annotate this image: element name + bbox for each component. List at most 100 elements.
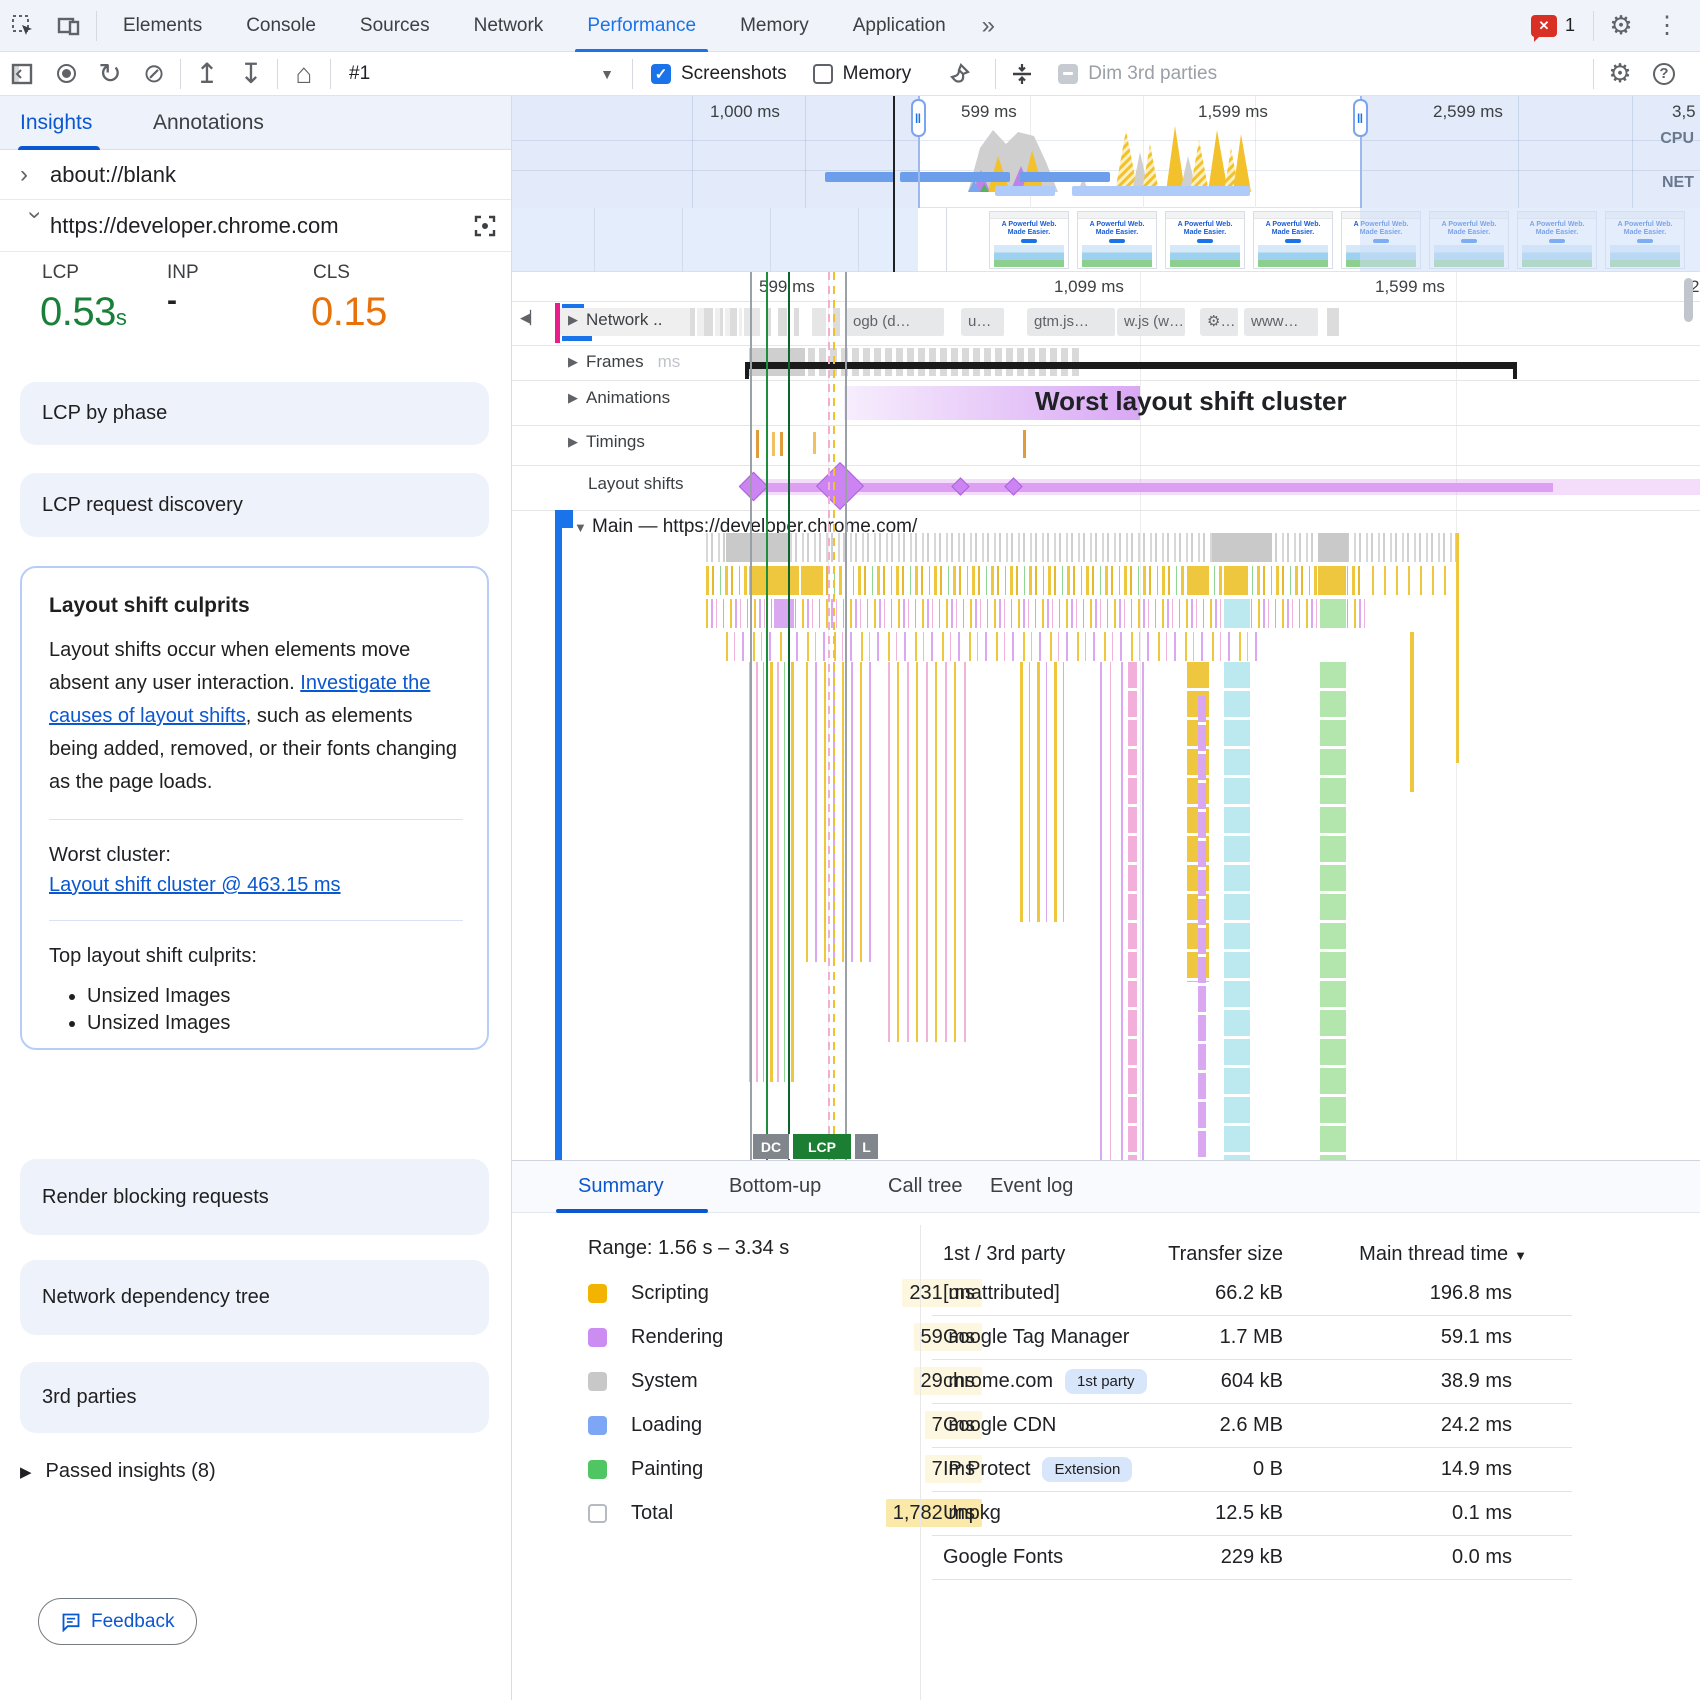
network-request[interactable]: gtm.js…	[1027, 308, 1117, 336]
col-header-transfer-size[interactable]: Transfer size	[1168, 1243, 1283, 1265]
reload-record-icon[interactable]: ↻	[98, 58, 122, 89]
network-request[interactable]: w.js (w…	[1117, 308, 1187, 336]
investigate-link[interactable]: Investigate the causes of layout shifts	[49, 672, 431, 727]
tab-event-log[interactable]: Event log	[990, 1174, 1074, 1197]
insight-card-layout-shift-culprits[interactable]: Layout shift culprits Layout shifts occu…	[20, 566, 489, 1050]
insight-card-3rd-parties[interactable]: 3rd parties	[20, 1362, 489, 1433]
network-request[interactable]: www…	[1244, 308, 1320, 336]
insight-card-network-dependency-tree[interactable]: Network dependency tree	[20, 1260, 489, 1335]
tab-sources[interactable]: Sources	[359, 14, 430, 36]
tab-elements[interactable]: Elements	[123, 14, 203, 36]
inspect-element-icon[interactable]	[0, 6, 46, 46]
tab-application[interactable]: Application	[852, 14, 946, 36]
recording-select-value[interactable]: #1	[349, 62, 371, 84]
extension-badge: Extension	[1042, 1456, 1133, 1482]
feedback-button[interactable]: Feedback	[38, 1598, 198, 1645]
minimap-right-handle[interactable]: ‖	[1353, 99, 1368, 137]
metric-cls-value[interactable]: 0.15	[311, 290, 387, 334]
panel-settings-gear-icon[interactable]: ⚙	[1608, 58, 1632, 88]
cpu-lane-label: CPU	[1660, 130, 1694, 147]
clear-icon[interactable]: ⊘	[143, 58, 165, 88]
cpu-activity-chart	[968, 126, 1251, 192]
vertical-scrollbar[interactable]	[1684, 278, 1693, 322]
triangle-right-icon[interactable]: ▶	[568, 312, 578, 327]
net-request-bar	[900, 172, 1010, 182]
metric-lcp-value[interactable]: 0.53s	[40, 290, 127, 334]
recording-select-caret-icon[interactable]: ▼	[600, 65, 614, 82]
tab-annotations[interactable]: Annotations	[153, 111, 264, 134]
insight-card-render-blocking[interactable]: Render blocking requests	[20, 1159, 489, 1235]
field-scan-icon[interactable]	[473, 214, 497, 238]
track-timings[interactable]: ▶ Timings	[568, 432, 645, 451]
track-splitter-icon[interactable]: ◀▏	[520, 310, 540, 325]
chevron-down-icon[interactable]: ›	[22, 210, 49, 219]
animation-bar[interactable]	[844, 386, 1140, 420]
memory-checkbox[interactable]	[812, 63, 833, 84]
triangle-right-icon[interactable]: ▶	[568, 434, 578, 449]
card-title: Layout shift culprits	[49, 594, 250, 617]
settings-gear-icon[interactable]: ⚙	[1609, 10, 1633, 40]
filmstrip-shade-left	[512, 208, 918, 272]
worst-cluster-label: Worst cluster:	[49, 844, 171, 866]
kebab-menu-icon[interactable]: ⋮	[1655, 12, 1679, 39]
metric-lcp-label: LCP	[42, 262, 79, 283]
nav-url: about://blank	[50, 161, 176, 187]
track-main[interactable]: ▼ Main — https://developer.chrome.com/	[574, 516, 918, 537]
chevron-right-icon[interactable]: ›	[20, 160, 28, 188]
screenshots-filmstrip[interactable]: A Powerful Web. Made Easier. A Powerful …	[512, 208, 1700, 272]
tab-performance[interactable]: Performance	[565, 0, 718, 52]
legend-row: Loading 7 ms	[588, 1403, 982, 1447]
tab-call-tree[interactable]: Call tree	[888, 1174, 963, 1197]
screenshot-thumbnail[interactable]: A Powerful Web. Made Easier.	[1165, 211, 1245, 269]
home-live-metrics-icon[interactable]: ⌂	[295, 57, 313, 89]
layout-shift-diamond[interactable]	[738, 471, 769, 502]
timeline-minimap[interactable]: 1,000 ms 599 ms 1,599 ms 2,599 ms 3,5 CP…	[512, 96, 1700, 208]
record-icon[interactable]	[44, 54, 88, 94]
collapse-tracks-icon[interactable]	[1000, 54, 1044, 94]
tab-console[interactable]: Console	[246, 14, 316, 36]
dock-panel-icon[interactable]	[0, 54, 44, 94]
upload-profile-icon[interactable]: ↥	[195, 58, 219, 89]
divider	[49, 819, 463, 820]
minimap-left-handle[interactable]: ‖	[911, 99, 926, 137]
more-tabs-icon[interactable]: »	[981, 11, 996, 39]
tab-summary[interactable]: Summary	[578, 1174, 664, 1197]
screenshot-thumbnail[interactable]: A Powerful Web. Made Easier.	[1077, 211, 1157, 269]
triangle-right-icon[interactable]: ▶	[568, 390, 578, 405]
error-badge-icon[interactable]: ✕	[1530, 14, 1557, 42]
col-header-main-thread-time[interactable]: Main thread time ▼	[1359, 1243, 1527, 1265]
network-request[interactable]: u…	[961, 308, 1006, 336]
col-header-party[interactable]: 1st / 3rd party	[943, 1243, 1066, 1265]
worst-cluster-link[interactable]: Layout shift cluster @ 463.15 ms	[49, 874, 341, 896]
dim-3rd-parties-checkbox[interactable]	[1058, 63, 1079, 84]
download-profile-icon[interactable]: ↧	[239, 58, 263, 89]
track-layout-shifts[interactable]: Layout shifts	[588, 474, 684, 493]
tab-network[interactable]: Network	[473, 14, 544, 36]
screenshots-checkbox[interactable]: ✓	[651, 63, 671, 84]
passed-insights-toggle[interactable]: ▶ Passed insights (8)	[20, 1460, 216, 1483]
screenshot-thumbnail[interactable]: A Powerful Web. Made Easier.	[989, 211, 1069, 269]
screenshot-thumbnail[interactable]: A Powerful Web. Made Easier.	[1253, 211, 1333, 269]
insight-card-lcp-by-phase[interactable]: LCP by phase	[20, 382, 489, 445]
timeline-ruler[interactable]: 599 ms 1,099 ms 1,599 ms 2	[512, 272, 1700, 302]
triangle-down-icon[interactable]: ▼	[574, 519, 587, 535]
tab-bottom-up[interactable]: Bottom-up	[729, 1174, 822, 1197]
insight-card-lcp-request-discovery[interactable]: LCP request discovery	[20, 473, 489, 537]
network-request[interactable]: ⚙…	[1200, 308, 1240, 336]
device-toolbar-icon[interactable]	[46, 6, 92, 46]
nav-item-about-blank[interactable]: › about://blank	[0, 150, 511, 200]
track-network[interactable]: ▶ Network ..	[568, 310, 663, 329]
garbage-collect-brush-icon[interactable]	[937, 54, 981, 94]
help-icon[interactable]: ?	[1642, 54, 1686, 94]
tab-insights[interactable]: Insights	[17, 96, 101, 150]
network-mini-bar	[562, 336, 592, 341]
network-request[interactable]: ogb (d…	[846, 308, 946, 336]
track-animations[interactable]: ▶ Animations	[568, 388, 671, 407]
dim-3rd-parties-label: Dim 3rd parties	[1088, 62, 1218, 84]
ruler-time-label: 2	[1690, 277, 1700, 296]
tab-memory[interactable]: Memory	[740, 14, 809, 36]
track-frames[interactable]: ▶ Frames ms	[568, 352, 681, 371]
triangle-right-icon[interactable]: ▶	[568, 354, 578, 369]
layout-shift-diamond[interactable]	[815, 461, 865, 511]
nav-item-developer-chrome[interactable]: › https://developer.chrome.com	[0, 200, 511, 252]
